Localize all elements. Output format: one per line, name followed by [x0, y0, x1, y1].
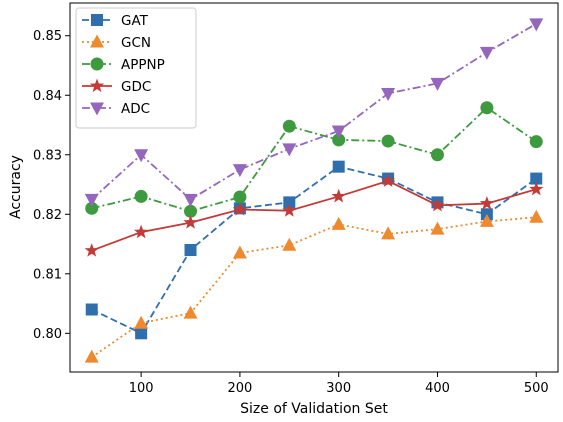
data-point-gcn [381, 226, 396, 240]
data-point-gdc [232, 202, 248, 216]
data-point-gcn [134, 315, 149, 329]
data-point-gcn [331, 216, 346, 230]
series-adc [84, 18, 544, 207]
x-tick-label: 300 [326, 381, 351, 396]
legend-label-gcn: GCN [121, 35, 151, 51]
legend-marker-gat [91, 14, 103, 26]
data-point-adc [479, 46, 494, 60]
x-tick-label: 400 [425, 381, 450, 396]
series-line-gcn [91, 216, 537, 358]
series-line-appnp [91, 106, 537, 213]
data-point-adc [183, 193, 198, 207]
plot-area [84, 18, 544, 363]
x-tick-label: 200 [227, 381, 252, 396]
y-axis-label: Accuracy [8, 155, 24, 219]
data-point-appnp [233, 190, 247, 204]
x-axis-label: Size of Validation Set [240, 401, 388, 417]
x-tick-label: 100 [129, 381, 154, 396]
data-point-gdc [380, 173, 396, 188]
data-point-appnp [282, 119, 296, 133]
data-point-gcn [232, 245, 247, 259]
series-line-gdc [91, 179, 537, 252]
y-tick-label: 0.82 [33, 208, 62, 223]
data-point-adc [84, 193, 99, 207]
data-point-gat [332, 160, 345, 173]
x-tick-label: 500 [524, 381, 549, 396]
data-point-adc [381, 87, 396, 101]
data-point-gat [135, 327, 148, 340]
data-point-gdc [430, 197, 445, 212]
series-appnp [85, 101, 543, 218]
data-point-appnp [332, 133, 346, 147]
data-point-appnp [134, 189, 148, 203]
data-point-gcn [183, 305, 198, 319]
data-point-appnp [381, 134, 395, 148]
series-line-gat [91, 165, 537, 335]
data-point-gdc [84, 243, 99, 257]
data-point-adc [430, 77, 445, 91]
data-point-appnp [430, 148, 444, 162]
data-point-gcn [479, 213, 494, 227]
data-point-adc [282, 143, 297, 157]
legend-marker-appnp [90, 57, 104, 71]
data-point-gcn [282, 237, 297, 251]
legend-label-adc: ADC [121, 101, 150, 117]
data-point-adc [331, 125, 346, 139]
data-point-adc [232, 164, 247, 178]
data-point-gcn [529, 209, 544, 223]
plot-frame [69, 2, 559, 373]
data-point-gcn [430, 221, 445, 235]
data-point-gdc [282, 203, 297, 217]
legend-label-appnp: APPNP [121, 57, 165, 73]
legend-marker-gcn [90, 34, 104, 48]
series-line-adc [91, 23, 537, 201]
data-point-gdc [183, 215, 198, 229]
data-point-gdc [133, 224, 149, 239]
y-tick-label: 0.85 [33, 29, 62, 44]
legend: GAT GCN APPNP GDC ADC [75, 7, 197, 129]
data-point-gcn [84, 349, 99, 363]
data-point-appnp [529, 135, 543, 149]
y-axis: 0.80 0.81 0.82 0.83 0.84 0.85 [33, 29, 70, 342]
y-tick-label: 0.81 [33, 267, 62, 282]
data-point-gat [85, 303, 98, 316]
x-axis: 100 200 300 400 500 [129, 372, 549, 396]
data-point-adc [529, 18, 544, 32]
data-point-appnp [85, 201, 99, 215]
data-point-adc [134, 149, 149, 163]
series-gcn [84, 209, 544, 363]
data-point-gat [530, 172, 543, 185]
y-tick-label: 0.83 [33, 148, 62, 163]
data-point-gat [184, 243, 197, 256]
series-gdc [84, 173, 544, 257]
data-point-gdc [479, 196, 495, 210]
y-tick-label: 0.80 [33, 327, 62, 342]
data-point-gat [283, 196, 296, 209]
legend-marker-adc [90, 102, 104, 116]
data-point-appnp [480, 101, 494, 115]
y-tick-label: 0.84 [33, 89, 62, 104]
data-point-gdc [529, 181, 544, 196]
data-point-gdc [331, 188, 346, 203]
legend-label-gat: GAT [121, 13, 149, 29]
legend-label-gdc: GDC [121, 79, 151, 95]
data-point-appnp [184, 204, 198, 218]
legend-marker-gdc [89, 78, 105, 93]
legend-box [75, 7, 197, 129]
